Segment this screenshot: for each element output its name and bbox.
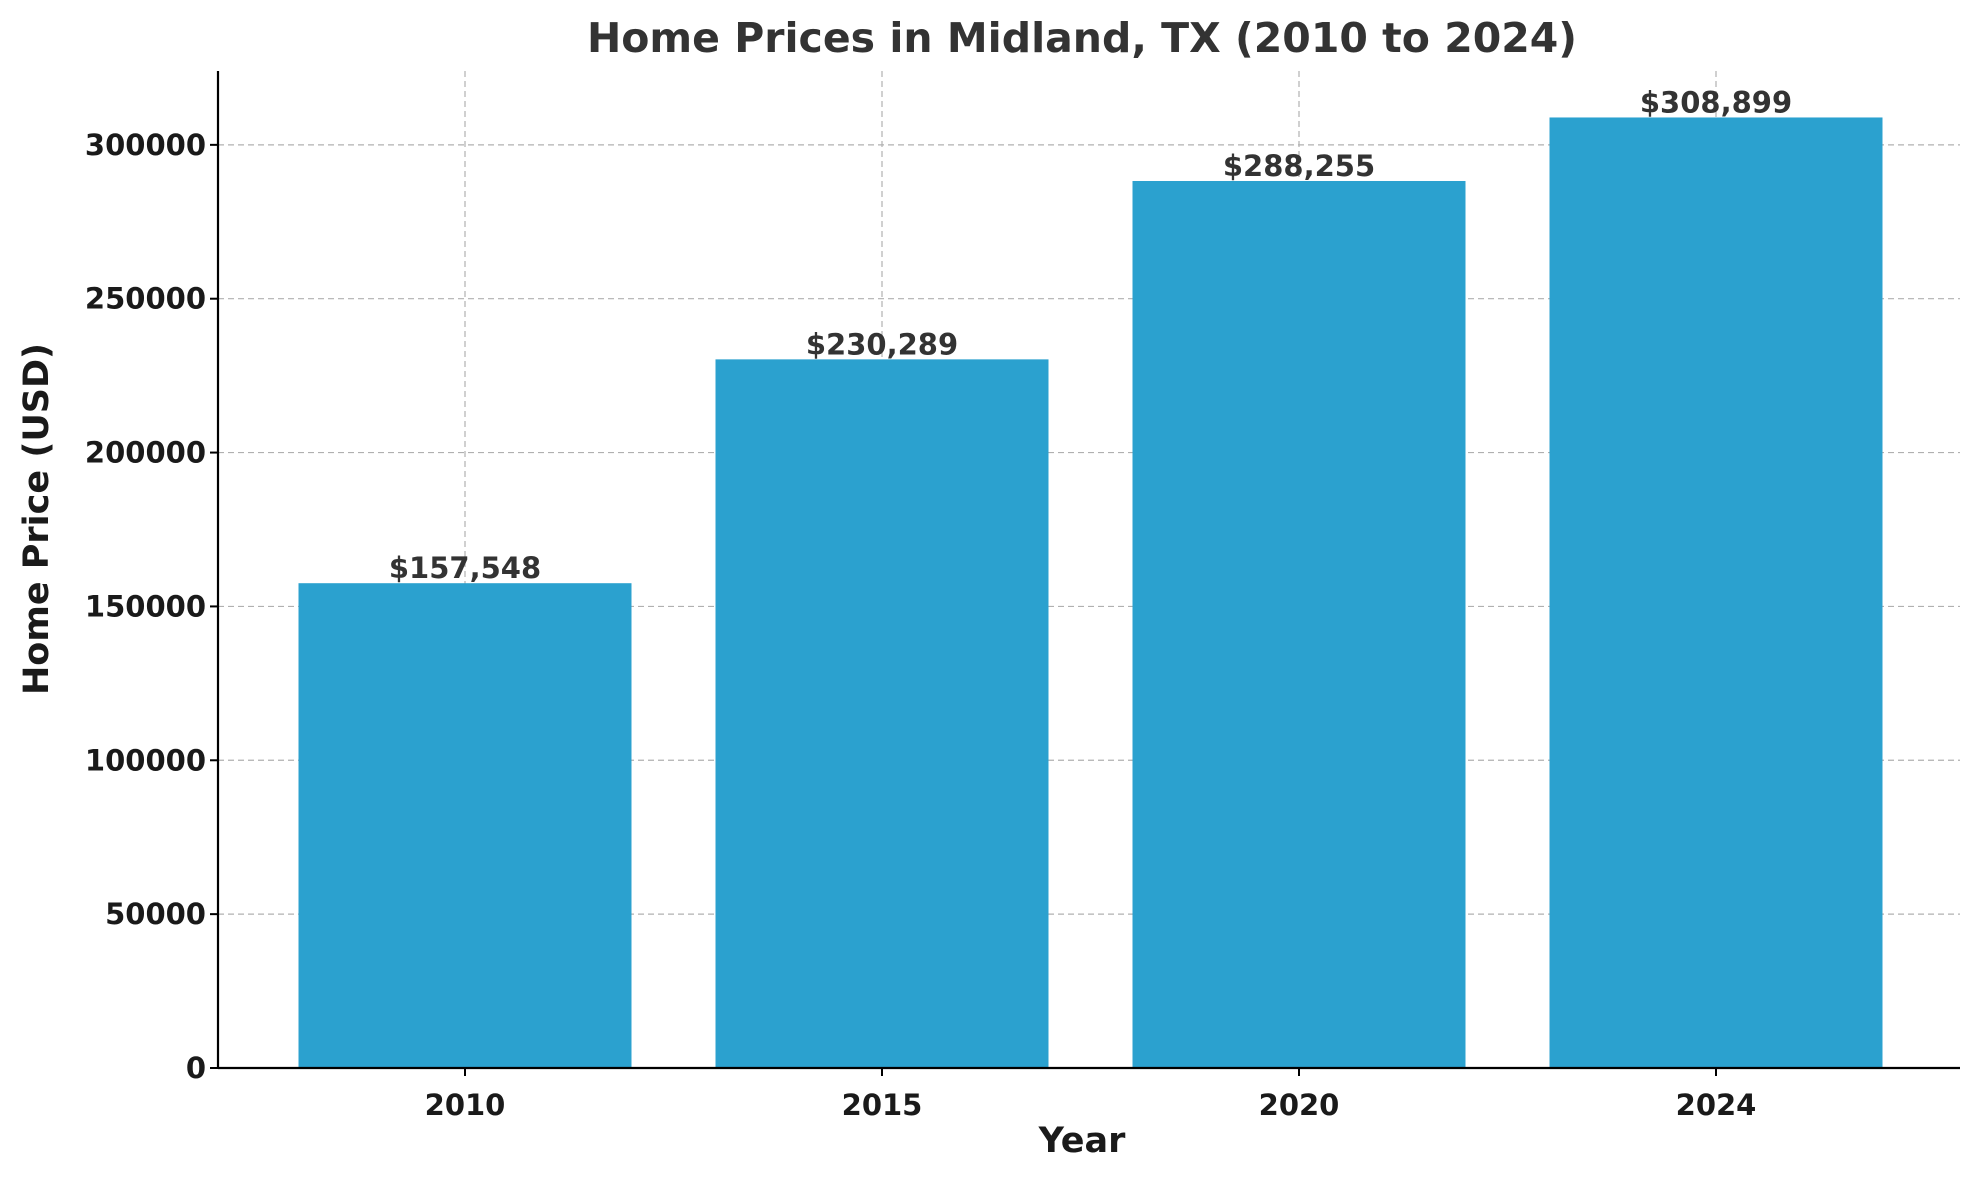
y-tick-label: 100000 — [85, 743, 206, 777]
y-tick-label: 300000 — [85, 128, 206, 162]
x-tick-label: 2010 — [425, 1088, 506, 1122]
y-tick-label: 150000 — [85, 589, 206, 623]
data-labels: $157,548 $230,289 $288,255 $308,899 — [389, 85, 1792, 585]
bar-2015 — [715, 359, 1049, 1069]
y-tick-label: 200000 — [85, 436, 206, 470]
y-tick-label: 250000 — [85, 282, 206, 316]
axes — [216, 71, 1960, 1070]
bar-value-label: $230,289 — [806, 327, 958, 361]
bar-2024 — [1549, 117, 1883, 1068]
y-axis-label: Home Price (USD) — [17, 343, 57, 695]
bar-2010 — [298, 583, 632, 1068]
bars — [298, 117, 1883, 1069]
bar-value-label: $308,899 — [1640, 85, 1792, 119]
chart-title: Home Prices in Midland, TX (2010 to 2024… — [587, 14, 1577, 62]
bar-2020 — [1132, 180, 1466, 1068]
ticks: 0 50000 100000 150000 200000 250000 300000 2010… — [85, 128, 1756, 1122]
y-tick-label: 0 — [186, 1051, 206, 1085]
x-tick-label: 2024 — [1676, 1088, 1757, 1122]
bar-value-label: $157,548 — [389, 551, 541, 585]
x-axis-label: Year — [1038, 1121, 1126, 1161]
y-tick-label: 50000 — [105, 897, 206, 931]
x-tick-label: 2015 — [842, 1088, 923, 1122]
bar-value-label: $288,255 — [1223, 149, 1375, 183]
x-tick-label: 2020 — [1259, 1088, 1340, 1122]
